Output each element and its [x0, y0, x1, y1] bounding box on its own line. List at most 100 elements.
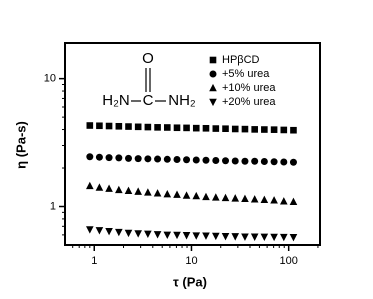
marker: [144, 230, 152, 239]
marker: [183, 124, 190, 132]
marker: [105, 122, 113, 130]
marker: [280, 126, 288, 134]
marker: [95, 183, 104, 191]
y-tick-label: 10: [44, 73, 56, 85]
marker: [251, 157, 259, 165]
marker: [202, 124, 210, 132]
marker: [124, 186, 133, 194]
marker: [125, 123, 132, 130]
atom-label: NH₂: [168, 92, 196, 109]
marker: [115, 154, 123, 162]
x-tick-label: 100: [279, 255, 297, 267]
marker: [124, 154, 132, 162]
marker: [250, 233, 259, 241]
marker: [86, 122, 94, 129]
legend-marker: [209, 98, 217, 107]
marker: [144, 155, 152, 163]
marker: [222, 125, 229, 132]
marker: [270, 196, 278, 204]
marker: [115, 185, 123, 194]
marker: [212, 125, 220, 132]
marker: [231, 125, 239, 133]
marker: [192, 232, 201, 240]
marker: [221, 232, 230, 241]
marker: [153, 231, 162, 239]
marker: [86, 181, 94, 190]
marker: [153, 189, 162, 197]
marker: [86, 226, 94, 234]
marker: [222, 157, 230, 165]
marker: [270, 233, 278, 242]
marker: [105, 227, 113, 236]
marker: [231, 233, 240, 241]
marker: [289, 233, 298, 242]
marker: [192, 124, 200, 132]
marker: [192, 191, 201, 200]
marker: [173, 156, 181, 164]
marker: [289, 197, 298, 206]
legend-marker: [209, 83, 217, 92]
bonds: [131, 68, 166, 102]
atom-label: C: [143, 92, 154, 109]
y-axis-label: η (Pa-s): [13, 121, 28, 169]
atom-label: O: [142, 50, 154, 67]
marker: [163, 155, 171, 163]
marker: [241, 233, 249, 241]
marker: [260, 157, 268, 165]
legend-marker: [209, 70, 217, 78]
marker: [95, 153, 103, 161]
marker: [105, 184, 113, 192]
marker: [134, 230, 142, 238]
marker: [163, 190, 172, 198]
x-axis-label: τ (Pa): [173, 274, 207, 289]
legend-label: +5% urea: [222, 68, 270, 80]
marker: [144, 188, 152, 196]
marker: [154, 155, 162, 163]
marker: [192, 156, 200, 164]
marker: [289, 158, 297, 166]
marker: [134, 123, 142, 131]
marker: [173, 231, 181, 240]
marker: [173, 124, 181, 132]
marker: [154, 124, 161, 131]
marker: [280, 197, 288, 205]
marker: [221, 193, 230, 202]
marker: [144, 123, 152, 131]
y-tick-label: 1: [50, 200, 56, 212]
legend-label: +10% urea: [222, 82, 276, 94]
legend-marker: [209, 56, 217, 64]
marker: [270, 158, 278, 166]
marker: [280, 158, 288, 166]
atom-label: H₂N: [102, 92, 130, 109]
marker: [163, 124, 171, 131]
marker: [212, 156, 220, 164]
marker: [95, 227, 104, 235]
marker: [241, 194, 249, 203]
marker: [115, 228, 123, 237]
marker: [173, 190, 181, 198]
marker: [163, 231, 172, 239]
legend-label: +20% urea: [222, 96, 276, 108]
marker: [183, 156, 191, 164]
marker: [134, 155, 142, 163]
marker: [105, 154, 113, 162]
marker: [231, 194, 240, 202]
marker: [241, 157, 249, 165]
marker: [86, 153, 94, 161]
marker: [202, 192, 210, 201]
marker: [182, 191, 191, 199]
legend-label: HPβCD: [222, 54, 260, 66]
marker: [251, 126, 258, 133]
marker: [241, 125, 249, 133]
x-tick-label: 1: [91, 255, 97, 267]
marker: [261, 126, 268, 133]
marker: [134, 187, 142, 195]
marker: [290, 126, 297, 134]
marker: [124, 229, 133, 238]
marker: [115, 122, 123, 130]
marker: [212, 193, 220, 201]
marker: [202, 232, 210, 240]
marker: [280, 233, 288, 242]
marker: [202, 156, 210, 164]
